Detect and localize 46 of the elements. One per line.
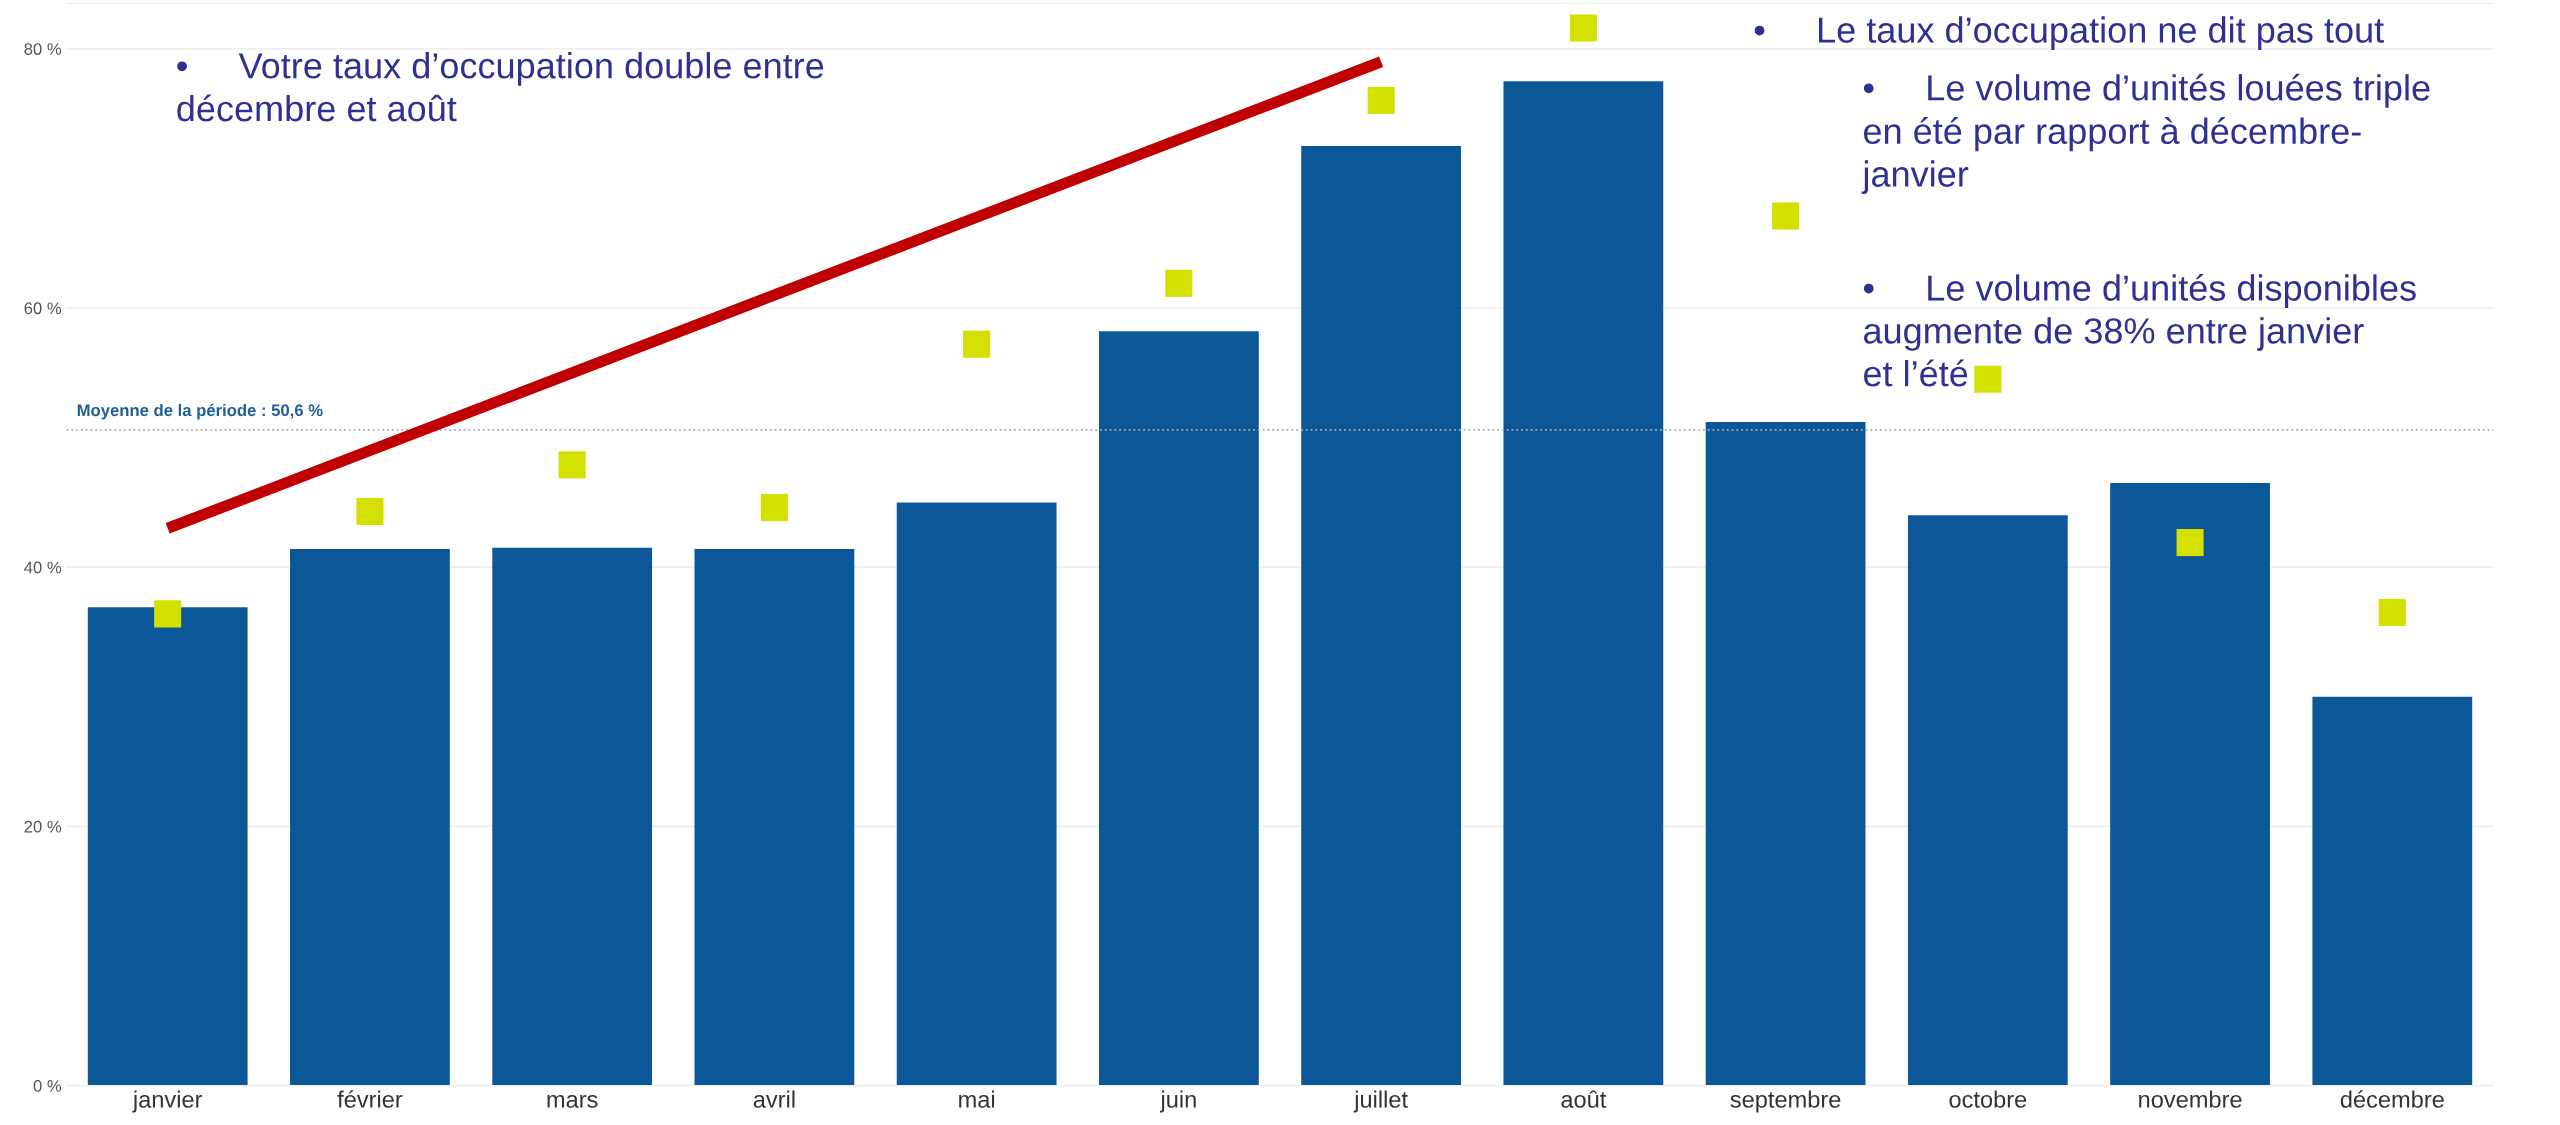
point	[963, 330, 991, 358]
bar	[492, 547, 653, 1086]
bar	[1503, 81, 1664, 1086]
bar	[896, 502, 1057, 1086]
bar	[290, 549, 450, 1086]
point	[1165, 269, 1193, 297]
x-tick-label: mai	[959, 1090, 995, 1108]
y-tick-label: 0 %	[33, 1080, 62, 1092]
point	[1974, 365, 2002, 393]
bar	[1099, 331, 1259, 1086]
x-tick-label: février	[337, 1090, 403, 1108]
point	[760, 494, 788, 522]
x-tick-label: novembre	[2139, 1090, 2242, 1108]
bar	[2312, 696, 2473, 1086]
x-tick-label: septembre	[1730, 1090, 1841, 1113]
bar	[1907, 515, 2068, 1086]
ref-line-label: Moyenne de la période : 50,6 %	[77, 403, 323, 420]
y-tick-label: 40 %	[24, 561, 62, 574]
point	[356, 497, 384, 525]
bar	[1301, 145, 1461, 1086]
point	[2176, 529, 2204, 557]
bar	[694, 549, 855, 1086]
x-tick-label: juin	[1159, 1090, 1196, 1113]
bar	[1705, 422, 1866, 1086]
x-tick-label: avril	[753, 1090, 795, 1108]
y-tick-label: 60 %	[24, 302, 62, 315]
annotation: • Votre taux d’occupation double entre décembre et août	[177, 52, 824, 122]
annotation: • Le volume d’unités disponibles augmente de 38% entre janvier et l’été	[1863, 273, 2416, 387]
bar	[2110, 482, 2270, 1086]
point	[2378, 599, 2406, 627]
x-tick-label: décembre	[2340, 1090, 2444, 1108]
x-tick-label: mars	[547, 1094, 598, 1108]
annotation: • Le volume d’unités louées triple en été par rapport à décembre- janvier	[1861, 73, 2430, 195]
point	[1772, 202, 1800, 230]
y-tick-label: 80 %	[24, 43, 62, 55]
y-tick-label: 20 %	[24, 820, 62, 833]
point	[558, 451, 586, 479]
x-tick-label: janvier	[132, 1090, 203, 1113]
x-tick-label: août	[1561, 1090, 1607, 1108]
annotation: • Le taux d’occupation ne dit pas tout	[1754, 16, 2384, 51]
x-tick-label: octobre	[1949, 1090, 2027, 1108]
bar	[87, 607, 248, 1086]
point	[1569, 14, 1597, 42]
x-tick-label: juillet	[1353, 1090, 1408, 1113]
point	[1367, 87, 1395, 115]
point	[154, 600, 182, 628]
